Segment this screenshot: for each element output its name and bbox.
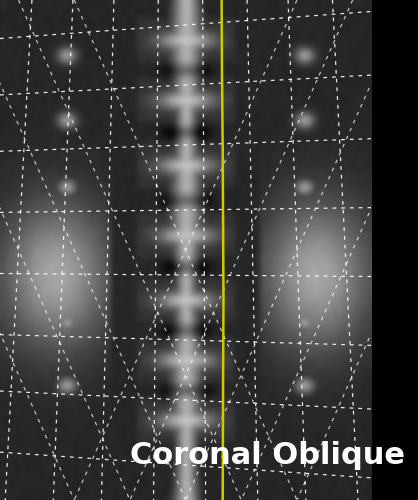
Text: Coronal Oblique: Coronal Oblique (130, 440, 405, 470)
